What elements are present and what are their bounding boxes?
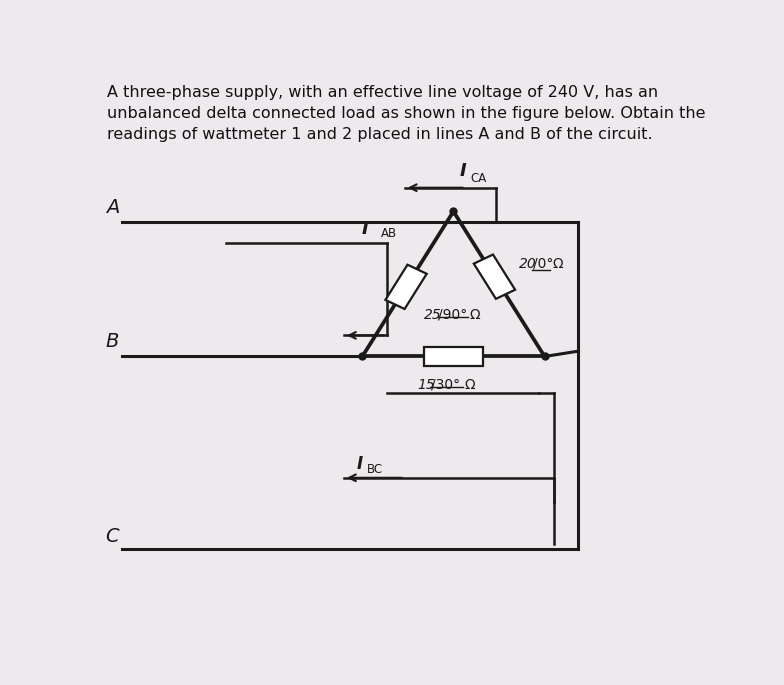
Text: Ω: Ω [470,308,481,322]
Text: B: B [106,332,119,351]
Text: A three-phase supply, with an effective line voltage of 240 V, has an
unbalanced: A three-phase supply, with an effective … [107,85,706,142]
Text: CA: CA [470,172,487,185]
Text: Ω: Ω [552,256,563,271]
Polygon shape [386,264,426,309]
Text: Ω: Ω [464,377,475,392]
Text: C: C [106,527,119,547]
Text: I: I [361,220,368,238]
Text: 15: 15 [417,377,435,392]
Text: 25: 25 [424,308,442,322]
Polygon shape [424,347,483,366]
Text: A: A [106,198,119,216]
Text: /0°: /0° [533,256,554,271]
Polygon shape [474,255,515,299]
Text: I: I [459,162,466,179]
Text: /30°: /30° [431,377,460,392]
Text: BC: BC [367,463,383,476]
Text: AB: AB [380,227,397,240]
Text: I: I [356,455,362,473]
Text: 20: 20 [519,256,536,271]
Text: /90°: /90° [438,308,467,322]
